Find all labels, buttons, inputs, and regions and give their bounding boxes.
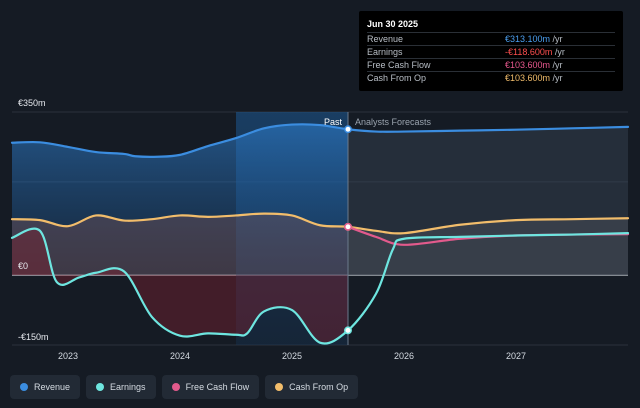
tooltip-label: Cash From Op <box>367 73 427 83</box>
legend-item-free-cash-flow[interactable]: Free Cash Flow <box>161 375 260 399</box>
y-tick-label: -€150m <box>18 332 49 342</box>
legend-dot-icon <box>20 383 28 391</box>
tooltip-value: €103.600m <box>505 60 551 70</box>
tooltip-label: Free Cash Flow <box>367 60 431 70</box>
legend-item-cash-from-op[interactable]: Cash From Op <box>265 375 359 399</box>
series-lines <box>10 123 630 345</box>
legend-item-revenue[interactable]: Revenue <box>10 375 81 399</box>
y-tick-label: €0 <box>18 261 28 271</box>
series-line-revenue <box>10 123 630 158</box>
cash-from-op-area <box>12 213 348 276</box>
tooltip-label: Earnings <box>367 47 403 57</box>
series-areas <box>12 112 628 345</box>
series-line-cash-from-op <box>10 212 630 235</box>
legend-item-earnings[interactable]: Earnings <box>86 375 156 399</box>
tooltip-label: Revenue <box>367 34 404 44</box>
x-tick-label: 2027 <box>506 351 526 361</box>
marker-revenue <box>344 125 352 134</box>
x-tick-label: 2024 <box>170 351 190 361</box>
series-line-earnings <box>10 227 630 345</box>
tooltip-unit: /yr <box>550 73 563 83</box>
tooltip-row-revenue: Revenue €313.100m /yr <box>367 32 615 45</box>
tooltip-row-earnings: Earnings -€118.600m /yr <box>367 45 615 58</box>
chart-marks <box>344 112 352 345</box>
past-label: Past <box>324 117 343 127</box>
tooltip-unit: /yr <box>552 47 565 57</box>
legend-label: Revenue <box>34 382 71 392</box>
legend-dot-icon <box>275 383 284 391</box>
y-tick-label: €350m <box>18 98 46 108</box>
tooltip-row-cash-from-op: Cash From Op €103.600m /yr <box>367 71 615 84</box>
tooltip-value: -€118.600m <box>505 47 553 57</box>
earnings-area <box>12 228 348 344</box>
marker-free-cash-flow <box>344 222 352 231</box>
legend-label: Free Cash Flow <box>185 382 250 392</box>
x-tick-label: 2026 <box>394 351 414 361</box>
marker-earnings <box>344 326 352 335</box>
axis-labels: €350m €0 -€150m 2023 2024 2025 2026 2027 Past Ana… <box>18 98 526 361</box>
tooltip-unit: /yr <box>550 60 563 70</box>
legend-dot-icon <box>171 383 180 391</box>
tooltip-value: €103.600m <box>505 73 551 83</box>
tooltip-unit: /yr <box>550 34 563 44</box>
tooltip-card: Jun 30 2025 Revenue €313.100m /yr Earnin… <box>359 11 623 91</box>
tooltip-date: Jun 30 2025 <box>367 19 419 29</box>
tooltip-row-free-cash-flow: Free Cash Flow €103.600m /yr <box>367 58 615 71</box>
legend-label: Cash From Op <box>289 382 349 392</box>
legend: Revenue Earnings Free Cash Flow Cash Fro… <box>10 375 359 403</box>
forecast-label: Analysts Forecasts <box>355 117 432 127</box>
revenue-area <box>12 124 348 276</box>
x-tick-label: 2025 <box>282 351 302 361</box>
legend-dot-icon <box>96 383 105 391</box>
legend-label: Earnings <box>110 382 146 392</box>
x-tick-label: 2023 <box>58 351 78 361</box>
tooltip-value: €313.100m <box>505 34 551 44</box>
